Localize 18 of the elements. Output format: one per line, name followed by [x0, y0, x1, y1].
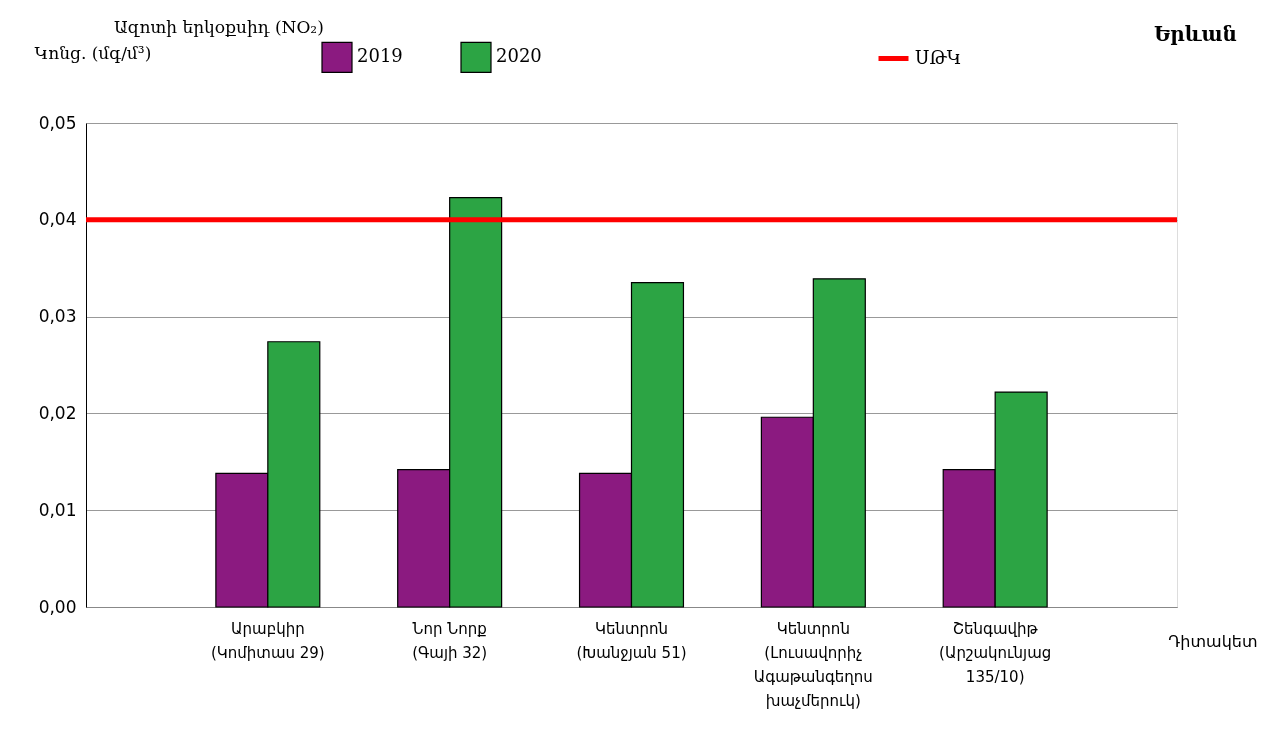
- y-tick-label: 0,02: [38, 402, 77, 423]
- chart-title: Ազոտի երկօքսիդ (NO₂): [114, 17, 324, 37]
- y-tick-label: 0,04: [38, 209, 77, 230]
- x-tick-label: Կենտրոն (Լուսավորիչ Ագաթանգեղոս խաչմերուկ): [753, 619, 873, 710]
- y-axis-title: Կոնց. (մգ/մ³): [34, 42, 152, 63]
- legend-label: ՍԹԿ: [915, 46, 962, 68]
- y-tick-label: 0,01: [38, 499, 77, 520]
- x-tick-label: Նոր Նորք (Գայի 32): [412, 619, 488, 662]
- x-tick-label: Կենտրոն (Խանջյան 51): [576, 619, 687, 662]
- legend-label: 2019: [357, 45, 403, 67]
- y-tick-label: 0,03: [38, 306, 77, 327]
- legend-label: 2020: [496, 45, 542, 67]
- x-tick-label: Շենգավիթ (Արշակունյաց 135/10): [939, 619, 1052, 686]
- x-axis-title: Դիտակետ: [1168, 631, 1258, 651]
- text: Երևան: [1153, 22, 1237, 46]
- y-tick-label: 0,05: [38, 112, 77, 133]
- x-tick-label: Արաբկիր (Կոմիտաս 29): [210, 619, 325, 662]
- y-tick-label: 0,00: [38, 596, 77, 617]
